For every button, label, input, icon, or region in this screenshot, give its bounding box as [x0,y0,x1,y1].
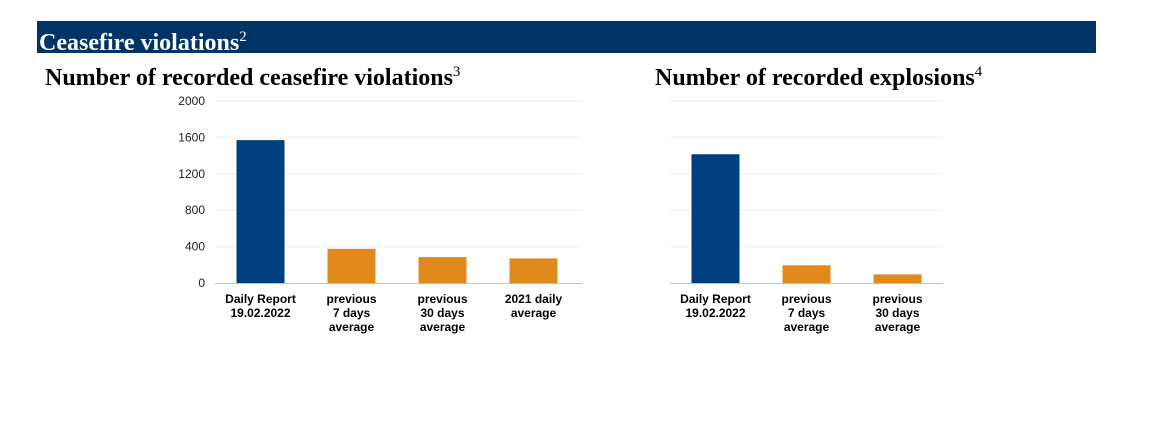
chart-title-violations: Number of recorded ceasefire violations3 [45,57,460,93]
bar-violations-3 [509,258,558,283]
x-tick-label: 7 days [788,306,826,320]
bar-violations-2 [418,257,467,283]
x-tick-label: average [875,320,921,334]
x-tick-label: previous [326,292,376,306]
x-tick-label: Daily Report [680,292,751,306]
bar-explosions-0 [691,154,740,283]
x-tick-label: 2021 daily [505,292,563,306]
bar-violations-1 [327,248,376,283]
x-tick-label: 30 days [420,306,464,320]
chart-title-violations-text: Number of recorded ceasefire violations [45,65,453,91]
bar-explosions-1 [782,265,831,283]
bar-violations-0 [236,140,285,283]
chart-title-explosions-footnote: 4 [974,64,983,80]
x-tick-label: previous [781,292,831,306]
y-tick-label: 400 [185,240,205,254]
x-tick-label: average [784,320,830,334]
chart-title-explosions: Number of recorded explosions4 [655,57,982,93]
y-tick-label: 1200 [178,167,205,181]
y-tick-label: 800 [185,203,205,217]
x-tick-label: 7 days [333,306,371,320]
x-tick-label: previous [417,292,467,306]
x-tick-label: average [511,306,557,320]
x-tick-label: Daily Report [225,292,296,306]
section-header-title: Ceasefire violations [39,30,240,56]
bar-explosions-2 [873,274,922,283]
x-tick-label: 19.02.2022 [230,306,290,320]
chart-title-explosions-text: Number of recorded explosions [655,65,975,91]
x-tick-label: 19.02.2022 [685,306,745,320]
x-tick-label: average [420,320,466,334]
section-header: Ceasefire violations2 [37,21,1096,56]
chart-title-violations-footnote: 3 [452,64,461,80]
y-tick-label: 2000 [178,94,205,108]
x-tick-label: 30 days [875,306,919,320]
section-header-footnote: 2 [239,29,247,45]
x-tick-label: average [329,320,375,334]
y-tick-label: 0 [198,276,205,290]
y-tick-label: 1600 [178,130,205,144]
x-tick-label: previous [872,292,922,306]
